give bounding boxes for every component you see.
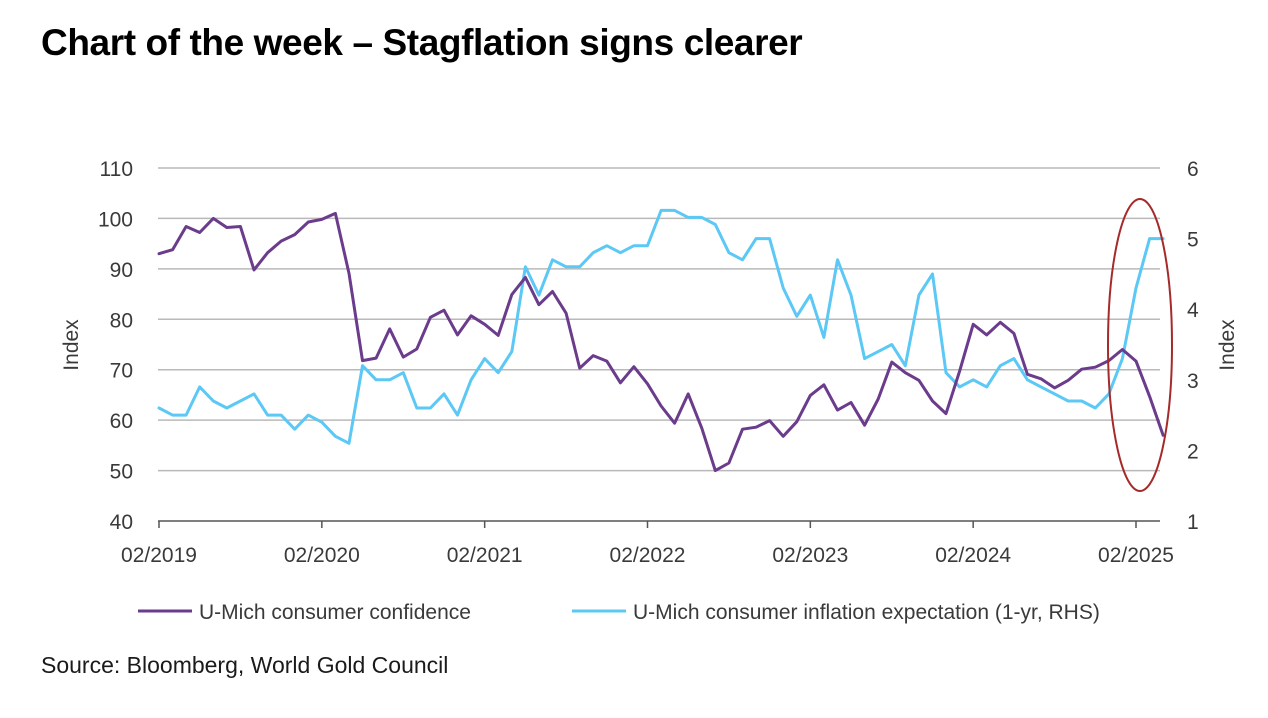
y-tick-label: 70 — [110, 360, 133, 383]
y2-tick-label: 5 — [1187, 229, 1199, 252]
left-axis-label: Index — [60, 319, 83, 371]
line-chart: 110 100 90 80 70 60 50 40 6 5 4 3 2 1 02/2019 02/2020… — [60, 150, 1239, 640]
y2-tick-label: 3 — [1187, 370, 1199, 393]
page-title: Chart of the week – Stagflation signs cl… — [41, 22, 803, 63]
legend-label-confidence: U-Mich consumer confidence — [199, 601, 471, 624]
y-tick-label: 110 — [100, 158, 133, 181]
source-note: Source: Bloomberg, World Gold Council — [41, 652, 449, 678]
y2-tick-label: 1 — [1187, 511, 1199, 534]
right-axis-tick-labels: 6 5 4 3 2 1 — [1187, 158, 1199, 534]
right-axis-label: Index — [1216, 319, 1239, 371]
series-line-inflation — [157, 208, 1165, 445]
x-tick-label: 02/2022 — [610, 544, 686, 567]
series-line-confidence — [157, 211, 1165, 473]
axes — [158, 520, 1160, 528]
left-axis-tick-labels: 110 100 90 80 70 60 50 40 — [98, 158, 133, 534]
x-tick-label: 02/2021 — [447, 544, 523, 567]
legend: U-Mich consumer confidence U-Mich consum… — [138, 601, 1100, 624]
y-tick-label: 100 — [98, 208, 133, 231]
series-lines — [157, 208, 1165, 473]
y-tick-label: 80 — [110, 309, 133, 332]
gridlines — [158, 167, 1160, 472]
x-axis-tick-labels: 02/2019 02/2020 02/2021 02/2022 02/2023 02/20… — [121, 544, 1174, 567]
x-tick-label: 02/2019 — [121, 544, 197, 567]
highlight-ellipse — [1107, 198, 1173, 492]
y-tick-label: 50 — [110, 461, 133, 484]
chart-background — [60, 150, 1190, 640]
y-tick-label: 40 — [110, 511, 133, 534]
y2-tick-label: 2 — [1187, 440, 1199, 463]
y-tick-label: 90 — [110, 259, 133, 282]
x-tick-label: 02/2025 — [1098, 544, 1174, 567]
x-tick-label: 02/2024 — [935, 544, 1011, 567]
x-tick-label: 02/2020 — [284, 544, 360, 567]
x-tick-label: 02/2023 — [772, 544, 848, 567]
y-tick-label: 60 — [110, 410, 133, 433]
legend-label-inflation: U-Mich consumer inflation expectation (1… — [633, 601, 1100, 624]
y2-tick-label: 4 — [1187, 299, 1199, 322]
y2-tick-label: 6 — [1187, 158, 1199, 181]
